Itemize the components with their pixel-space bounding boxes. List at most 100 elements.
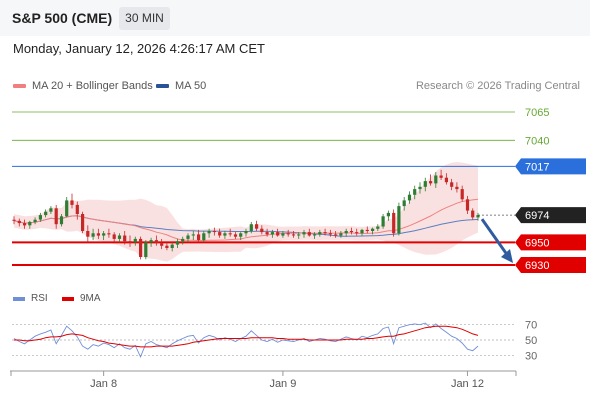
candle-body: [44, 211, 48, 216]
candle-body: [128, 241, 132, 243]
ma20-label: MA 20 + Bollinger Bands: [32, 80, 153, 92]
candle-body: [70, 200, 74, 205]
price-label-6974: 6974: [525, 210, 549, 222]
candle-body: [165, 245, 169, 248]
candle-body: [38, 215, 42, 220]
candle-body: [476, 215, 480, 218]
candle-body: [249, 224, 253, 231]
price-tag-6974: [515, 207, 586, 224]
candle-body: [170, 244, 174, 248]
candle-body: [186, 235, 190, 239]
candle-body: [81, 214, 85, 231]
candle-body: [471, 210, 475, 218]
candle-body: [450, 182, 454, 187]
candle-body: [371, 228, 375, 231]
candle-body: [223, 233, 227, 236]
price-label-7017: 7017: [525, 161, 549, 173]
candle-body: [244, 231, 248, 234]
candle-body: [233, 234, 238, 237]
price-tag-6930: [515, 257, 586, 273]
instrument-title: S&P 500 (CME): [12, 10, 113, 26]
candle-body: [49, 208, 53, 212]
timestamp: Monday, January 12, 2026 4:26:17 AM CET: [13, 41, 265, 56]
candle-body: [460, 189, 464, 200]
candle-body: [23, 223, 27, 226]
forecast-arrow-head: [501, 249, 513, 263]
candlesticks: [12, 169, 480, 260]
price-tag-7017: [515, 158, 586, 175]
candle-body: [397, 206, 401, 234]
candle-body: [123, 235, 127, 242]
candle-body: [12, 219, 16, 221]
candle-body: [33, 219, 37, 222]
candle-body: [318, 232, 322, 235]
candle-body: [418, 186, 422, 190]
candle-body: [444, 177, 448, 183]
candle-body: [360, 229, 364, 234]
candle-body: [218, 232, 222, 236]
candle-body: [59, 216, 64, 225]
candle-body: [160, 243, 164, 246]
candle-body: [455, 186, 459, 190]
candle-body: [255, 224, 259, 229]
candle-body: [175, 241, 180, 245]
candle-body: [144, 242, 148, 257]
legend-9ma: 9MA: [62, 293, 101, 304]
forecast-arrow-shaft: [480, 218, 510, 257]
candle-body: [112, 234, 116, 239]
rsi-panel: 70 50 30: [12, 320, 537, 362]
candle-body: [386, 212, 390, 217]
candle-body: [423, 181, 427, 187]
x-tick-label: Jan 12: [451, 378, 484, 390]
timeframe-button[interactable]: 30 MIN: [119, 7, 170, 30]
price-tag-6950: [515, 234, 586, 251]
candle-body: [407, 194, 412, 201]
candle-body: [260, 228, 264, 233]
rsi-swatch: [13, 296, 25, 301]
candle-body: [102, 233, 106, 236]
candle-body: [365, 229, 369, 231]
candle-body: [265, 232, 269, 235]
candle-body: [381, 216, 385, 227]
candle-body: [17, 220, 21, 224]
candle-body: [323, 232, 327, 234]
candle-body: [297, 234, 301, 236]
ma20-line: [13, 198, 479, 242]
ma50-swatch: [156, 84, 169, 88]
ma9-swatch: [62, 296, 74, 301]
candle-body: [149, 240, 153, 243]
candle-body: [207, 231, 211, 234]
candle-body: [133, 238, 137, 243]
forecast-arrow: [480, 218, 513, 263]
copyright-notice: Research © 2026 Trading Central: [415, 80, 580, 92]
candle-body: [344, 231, 348, 234]
candle-body: [239, 233, 243, 237]
candle-body: [281, 233, 285, 236]
candle-body: [181, 238, 185, 242]
candle-body: [276, 232, 280, 236]
rsi-tick-label: 30: [525, 350, 537, 362]
ma9-label: 9MA: [80, 293, 101, 304]
rsi-line: [13, 322, 479, 359]
candle-body: [197, 234, 201, 241]
ma20-swatch: [13, 84, 26, 88]
candle-body: [392, 212, 396, 234]
candle-body: [291, 234, 296, 236]
header-bar: S&P 500 (CME) 30 MIN: [0, 0, 590, 36]
candle-body: [139, 238, 143, 257]
price-levels: [12, 111, 515, 266]
price-label-7065: 7065: [525, 107, 549, 119]
legend-ma50: MA 50: [156, 80, 206, 92]
price-tags: 7065 7040 7017 6974 6950 6930: [515, 107, 586, 273]
candle-body: [91, 233, 95, 237]
candle-body: [54, 208, 58, 225]
candle-body: [154, 240, 158, 244]
candle-body: [202, 233, 206, 241]
candle-body: [302, 232, 306, 235]
candle-body: [96, 233, 100, 236]
legend-rsi: RSI: [13, 293, 48, 304]
candle-body: [376, 226, 380, 229]
rsi-9ma-line: [14, 325, 479, 348]
candle-body: [75, 204, 79, 214]
